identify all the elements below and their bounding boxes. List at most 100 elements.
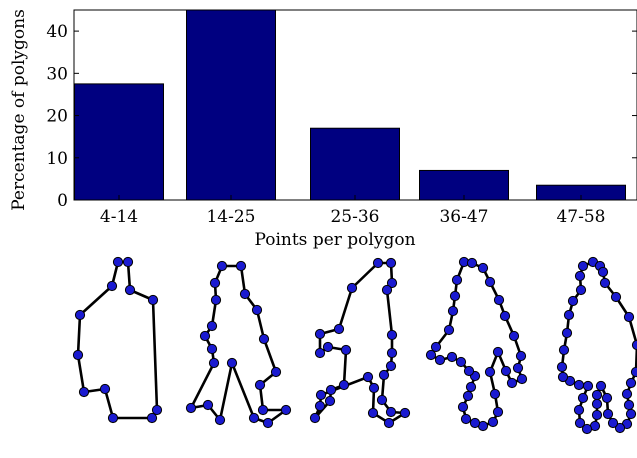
polygon-vertex <box>208 357 220 369</box>
polygon-vertex <box>147 294 159 306</box>
y-tick-label: 0 <box>57 191 68 211</box>
polygon-example-4 <box>425 256 528 432</box>
polygon-vertex <box>607 417 619 429</box>
polygon-vertex <box>385 257 397 269</box>
x-tick-label: 47-58 <box>556 207 605 227</box>
polygon-vertex <box>251 304 263 316</box>
polygon-vertex <box>577 260 589 272</box>
polygon-vertex <box>325 384 337 396</box>
y-tick-label: 10 <box>46 149 68 169</box>
polygon-vertex <box>280 404 292 416</box>
polygon-vertex <box>314 328 326 340</box>
polygon-vertex <box>368 382 380 394</box>
polygon-vertex <box>226 357 238 369</box>
polygon-vertex <box>210 294 222 306</box>
polygon-vertex <box>492 406 504 418</box>
polygon-vertex <box>631 339 637 351</box>
polygon-vertex <box>386 329 398 341</box>
polygon-vertex <box>338 379 350 391</box>
polygon-vertex <box>399 407 411 419</box>
polygon-vertex <box>214 414 226 426</box>
polygon-vertex <box>469 417 481 429</box>
polygon-examples <box>72 256 637 435</box>
polygon-vertex <box>484 366 496 378</box>
polygon-vertex <box>574 270 586 282</box>
polygon-vertex <box>372 257 384 269</box>
polygon-vertex <box>630 366 637 378</box>
polygon-vertex <box>602 408 614 420</box>
polygon-vertex <box>573 404 585 416</box>
polygon-vertex <box>581 423 593 435</box>
polygon-vertex <box>516 373 528 385</box>
polygon-vertex <box>122 256 134 268</box>
x-tick-label: 25-36 <box>330 207 379 227</box>
polygon-vertex <box>239 288 251 300</box>
polygon-vertex <box>309 412 321 424</box>
polygon-vertex <box>561 327 573 339</box>
polygon-vertex <box>106 280 118 292</box>
polygon-vertex <box>72 349 84 361</box>
polygon-vertex <box>199 330 211 342</box>
polygon-vertex <box>492 346 504 358</box>
x-axis-ticks: 4-14 14-25 25-36 36-47 47-58 <box>100 195 606 227</box>
polygon-vertex <box>146 412 158 424</box>
polygon-vertex <box>591 398 603 410</box>
polygon-vertex <box>257 404 269 416</box>
polygon-vertex <box>386 347 398 359</box>
polygon-vertex <box>460 413 472 425</box>
polygon-vertex <box>386 277 398 289</box>
polygon-vertex <box>340 344 352 356</box>
polygon-example-5 <box>556 256 637 435</box>
polygon-vertex <box>451 274 463 286</box>
polygon-vertex <box>595 380 607 392</box>
y-tick-label: 40 <box>46 22 68 42</box>
polygon-vertex <box>614 422 626 434</box>
polygon-vertex <box>383 417 395 429</box>
polygon-vertex <box>621 388 633 400</box>
polygon-vertex <box>463 365 475 377</box>
polygon-vertex <box>493 294 505 306</box>
polygon-vertex <box>209 277 221 289</box>
polygon-vertex <box>78 386 90 398</box>
polygon-vertex <box>567 295 579 307</box>
polygon-vertex <box>270 366 282 378</box>
x-tick-label: 14-25 <box>206 207 255 227</box>
polygon-vertex <box>107 412 119 424</box>
polygon-vertex <box>112 256 124 268</box>
polygon-vertex <box>508 330 520 342</box>
y-tick-label: 30 <box>46 64 68 84</box>
polygon-vertex <box>314 347 326 359</box>
polygon-vertex <box>601 392 613 404</box>
polygon-vertex <box>381 284 393 296</box>
polygon-vertex <box>487 416 499 428</box>
polygon-vertex <box>455 356 467 368</box>
polygon-vertex <box>500 365 512 377</box>
polygon-vertex <box>484 276 496 288</box>
polygon-vertex <box>99 383 111 395</box>
polygon-vertex <box>235 260 247 272</box>
y-tick-label: 20 <box>46 107 68 127</box>
polygon-outline <box>189 264 288 425</box>
polygon-vertex <box>623 399 635 411</box>
polygon-vertex <box>206 343 218 355</box>
x-tick-label: 36-47 <box>439 207 488 227</box>
polygon-vertex <box>515 350 527 362</box>
polygon-vertex <box>563 309 575 321</box>
polygon-outline <box>429 260 524 428</box>
polygon-vertex <box>248 412 260 424</box>
polygon-vertex <box>591 389 603 401</box>
polygon-vertex <box>582 380 594 392</box>
polygon-vertex <box>575 284 587 296</box>
polygon-vertex <box>558 344 570 356</box>
polygon-vertex <box>489 388 501 400</box>
polygon-vertex <box>124 284 136 296</box>
bars <box>74 9 626 201</box>
polygon-vertex <box>315 389 327 401</box>
polygon-vertex <box>599 277 611 289</box>
polygon-vertex <box>466 257 478 269</box>
polygon-vertex <box>597 266 609 278</box>
polygon-vertex <box>202 399 214 411</box>
polygon-vertex <box>512 362 524 374</box>
polygon-vertex <box>430 341 442 353</box>
